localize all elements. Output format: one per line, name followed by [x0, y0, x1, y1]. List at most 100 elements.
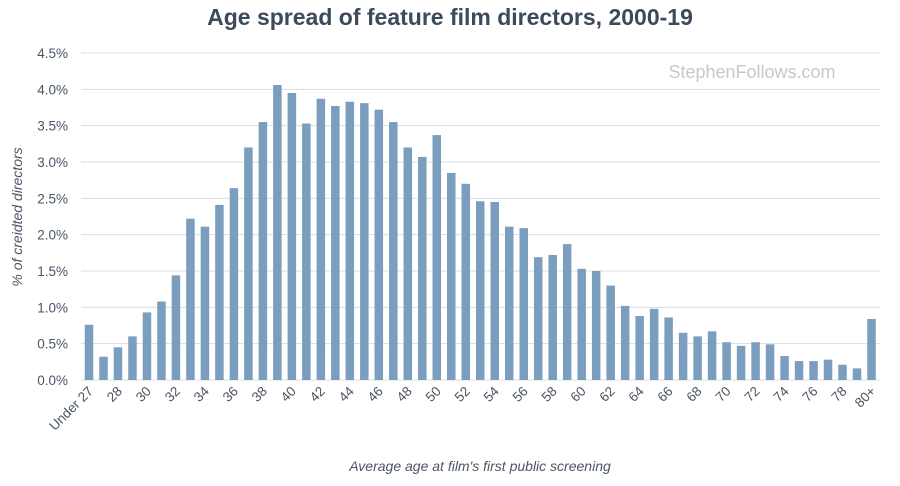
bar-52 [461, 183, 471, 380]
bar-51 [447, 172, 456, 380]
x-tick-label: 44 [336, 383, 358, 405]
y-tick-label: 4.0% [37, 82, 68, 97]
x-tick-label: 76 [799, 384, 820, 405]
bar-36 [229, 188, 239, 380]
x-tick-label: 70 [712, 384, 733, 405]
bar-80- [867, 318, 876, 380]
x-tick-label: Under 27 [46, 384, 96, 434]
y-tick-label: 0.5% [37, 337, 68, 352]
bar-76 [809, 361, 818, 380]
chart-title: Age spread of feature film directors, 20… [207, 4, 693, 30]
bar-30 [142, 312, 152, 380]
x-tick-label: 36 [220, 384, 241, 405]
bar-39 [273, 84, 282, 381]
bar-44 [345, 101, 355, 380]
bar-42 [316, 98, 326, 380]
y-tick-label: 1.0% [37, 300, 68, 315]
bar-53 [476, 201, 485, 380]
bar-78 [838, 364, 847, 380]
x-tick-label: 54 [481, 383, 503, 405]
x-tick-label: 72 [741, 384, 762, 405]
x-tick-label: 40 [278, 384, 299, 405]
bar-66 [664, 317, 673, 380]
bar-65 [649, 308, 659, 380]
bar-27 [99, 356, 108, 380]
bar-54 [490, 201, 499, 380]
bar-31 [157, 301, 166, 380]
bar-34 [200, 226, 210, 380]
x-tick-label: 38 [249, 384, 270, 405]
x-tick-label: 62 [597, 384, 618, 405]
x-tick-label: 50 [423, 384, 444, 405]
x-axis-label: Average age at film's first public scree… [348, 458, 611, 474]
bar-69 [707, 331, 717, 380]
bar-50 [432, 135, 442, 380]
x-axis-ticks: Under 27 28 30 32 34 36 38 40 42 44 46 48 50 52 54 56 58… [46, 383, 878, 433]
bar-28 [113, 347, 123, 380]
x-tick-label: 30 [133, 384, 154, 405]
bar-46 [374, 109, 384, 381]
x-tick-label: 80+ [852, 383, 879, 410]
y-tick-label: 1.5% [37, 264, 68, 279]
bar-under-27 [84, 324, 94, 380]
y-axis-ticks: 0.0% 0.5% 1.0% 1.5% 2.0% 2.5% 3.0% 3.5% 4.0% 4.5% [37, 46, 68, 388]
bar-59 [562, 244, 572, 380]
bar-62 [606, 285, 615, 380]
x-tick-label: 58 [539, 384, 560, 405]
bar-32 [171, 275, 181, 380]
y-tick-label: 0.0% [37, 373, 68, 388]
bars [84, 84, 876, 381]
bar-35 [215, 204, 224, 380]
bar-63 [620, 305, 630, 380]
bar-29 [128, 336, 137, 380]
bar-48 [403, 147, 413, 380]
y-axis-label: % of creidted directors [9, 147, 25, 286]
bar-64 [635, 316, 644, 380]
bar-79 [852, 368, 862, 380]
bar-47 [389, 122, 398, 381]
bar-58 [548, 255, 557, 380]
x-tick-label: 66 [655, 384, 676, 405]
watermark: StephenFollows.com [668, 62, 835, 82]
bar-72 [751, 342, 760, 380]
bar-67 [678, 332, 688, 380]
bar-60 [577, 268, 586, 380]
x-tick-label: 34 [191, 383, 213, 405]
bar-37 [244, 147, 253, 380]
x-tick-label: 60 [568, 384, 589, 405]
bar-75 [794, 361, 804, 380]
bar-68 [693, 336, 702, 380]
bar-71 [736, 345, 746, 380]
bar-70 [722, 342, 731, 380]
bar-38 [258, 122, 268, 381]
bar-57 [533, 257, 543, 380]
x-tick-label: 46 [365, 384, 386, 405]
bar-41 [302, 123, 311, 380]
bar-56 [519, 228, 528, 380]
y-tick-label: 2.0% [37, 228, 68, 243]
x-tick-label: 74 [770, 383, 792, 405]
bar-55 [504, 226, 514, 380]
x-tick-label: 28 [104, 384, 125, 405]
x-tick-label: 42 [307, 384, 328, 405]
y-tick-label: 4.5% [37, 46, 68, 61]
y-tick-label: 2.5% [37, 191, 68, 206]
bar-40 [287, 92, 297, 380]
x-tick-label: 78 [828, 384, 849, 405]
x-tick-label: 56 [510, 384, 531, 405]
x-tick-label: 52 [452, 384, 473, 405]
bar-49 [418, 156, 427, 380]
bar-73 [765, 344, 775, 380]
bar-33 [186, 218, 195, 380]
y-tick-label: 3.5% [37, 119, 68, 134]
x-tick-label: 48 [394, 384, 415, 405]
x-tick-label: 64 [626, 383, 648, 405]
x-tick-label: 32 [162, 384, 183, 405]
bar-43 [331, 106, 340, 381]
x-tick-label: 68 [683, 384, 704, 405]
bar-77 [823, 359, 833, 380]
bar-45 [360, 103, 369, 380]
y-tick-label: 3.0% [37, 155, 68, 170]
bar-61 [591, 271, 601, 380]
